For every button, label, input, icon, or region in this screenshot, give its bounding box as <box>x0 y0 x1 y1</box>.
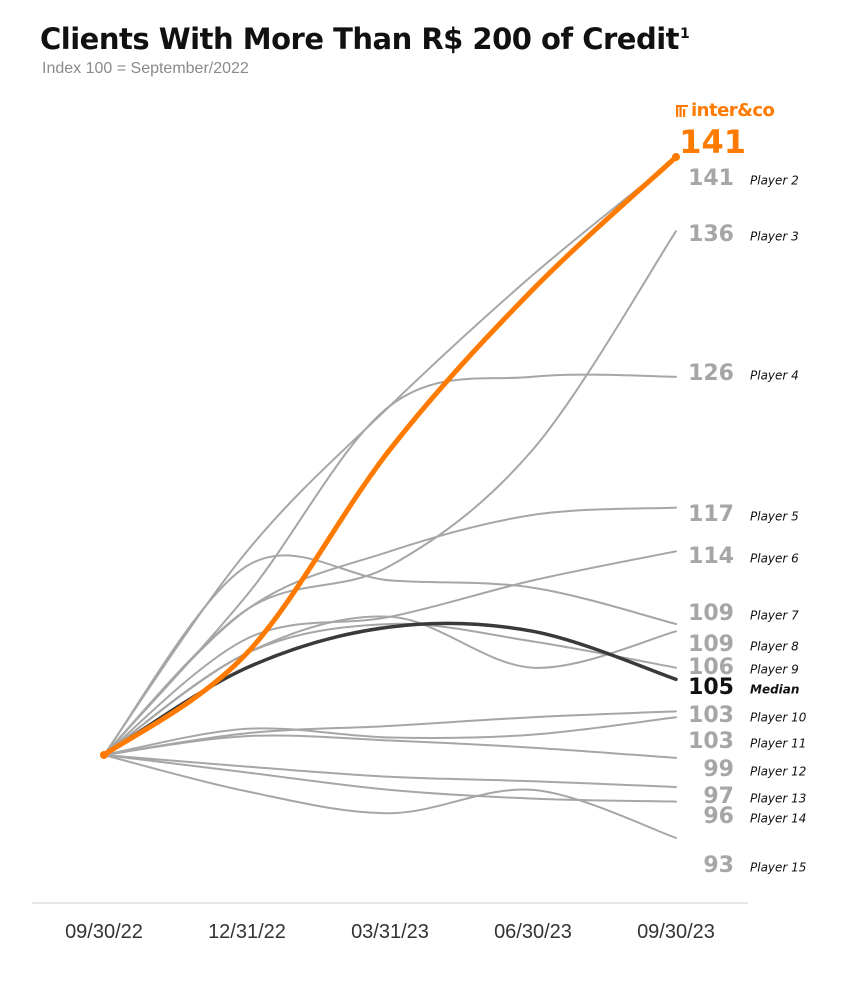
title-footnote: 1 <box>680 26 690 43</box>
series-label-player-9: Player 9 <box>750 663 799 677</box>
x-tick-label: 03/31/23 <box>351 921 429 943</box>
series-label-player-12: Player 12 <box>750 765 806 779</box>
chart-title: Clients With More Than R$ 200 of Credit1 <box>40 22 690 56</box>
end-value-player-15: 93 <box>703 853 734 878</box>
end-value-player-5: 117 <box>688 502 734 527</box>
end-value-player-8: 109 <box>688 632 734 657</box>
x-axis-ticks: 09/30/22 12/31/22 03/31/23 06/30/23 09/30/23 <box>65 921 715 943</box>
end-value-player-12: 99 <box>703 757 734 782</box>
end-labels: 141 Player 2 136 Player 3 126 Player 4 117 Play… <box>679 123 807 878</box>
series-line-player-6 <box>103 550 677 756</box>
series-line-player-10 <box>103 710 677 756</box>
x-tick-label: 09/30/23 <box>637 921 715 943</box>
series-label-player-4: Player 4 <box>750 369 799 383</box>
end-value-player-13: 97 <box>703 784 734 809</box>
end-value-player-3: 136 <box>688 222 734 247</box>
series-lines <box>100 152 680 839</box>
series-line-player-15 <box>103 754 677 839</box>
end-value-player-4: 126 <box>688 361 734 386</box>
series-line-player-8 <box>103 615 677 756</box>
series-label-player-5: Player 5 <box>750 510 799 524</box>
series-line-player-9 <box>103 622 677 756</box>
inter-sun-icon <box>676 103 688 117</box>
series-label-player-15: Player 15 <box>750 861 806 875</box>
origin-point <box>100 751 108 759</box>
series-label-player-6: Player 6 <box>750 552 799 566</box>
series-line-player-3 <box>103 230 677 756</box>
end-value-player-9: 106 <box>688 655 734 680</box>
x-tick-label: 06/30/23 <box>494 921 572 943</box>
series-line-player-7 <box>103 554 677 756</box>
end-value-player-14: 96 <box>703 804 734 829</box>
series-line-player-12 <box>103 734 677 759</box>
series-line-player-13 <box>103 754 677 788</box>
inter-co-end-point <box>672 152 680 161</box>
logo-text: inter&co <box>691 99 775 121</box>
series-label-median: Median <box>750 683 799 697</box>
end-value-player-11: 103 <box>688 729 734 754</box>
series-label-player-10: Player 10 <box>750 711 807 725</box>
series-line-player-5 <box>103 506 677 756</box>
x-tick-label: 09/30/22 <box>65 921 143 943</box>
series-label-player-3: Player 3 <box>750 230 799 244</box>
series-label-player-7: Player 7 <box>750 609 799 623</box>
series-line-player-11 <box>103 716 677 756</box>
end-value-player-6: 114 <box>688 544 734 569</box>
chart-subtitle: Index 100 = September/2022 <box>42 60 249 77</box>
series-label-player-14: Player 14 <box>750 812 806 826</box>
series-label-player-2: Player 2 <box>750 174 799 188</box>
inter-co-logo: inter&co <box>676 98 775 122</box>
x-tick-label: 12/31/22 <box>208 921 286 943</box>
series-label-player-11: Player 11 <box>750 737 806 751</box>
series-line-player-2 <box>103 157 677 756</box>
end-value-player-2: 141 <box>688 166 734 191</box>
end-value-median: 105 <box>688 675 734 700</box>
series-line-inter-co <box>101 154 679 758</box>
end-value-inter-co: 141 <box>679 123 746 161</box>
series-label-player-13: Player 13 <box>750 792 806 806</box>
end-value-player-7: 109 <box>688 601 734 626</box>
series-label-player-8: Player 8 <box>750 640 799 654</box>
end-value-player-10: 103 <box>688 703 734 728</box>
